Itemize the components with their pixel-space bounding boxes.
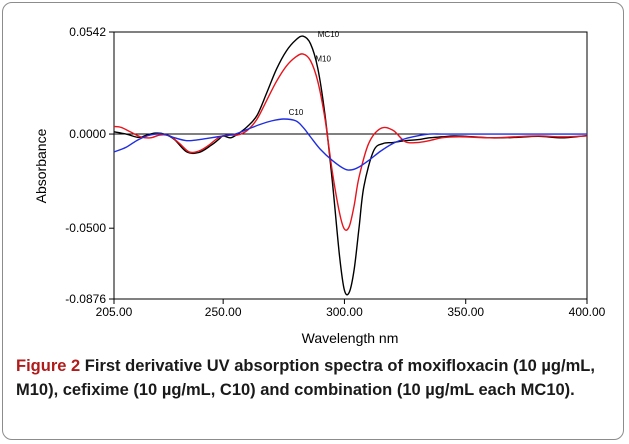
series-label-m10: M10 xyxy=(315,55,331,64)
x-tick-label: 300.00 xyxy=(326,305,363,319)
figure-caption: Figure 2 First derivative UV absorption … xyxy=(16,354,616,402)
series-label-c10: C10 xyxy=(289,108,304,117)
series-label-mc10: MC10 xyxy=(318,30,340,39)
caption-label: Figure 2 xyxy=(16,357,81,375)
series-line-m10 xyxy=(113,53,588,231)
plot-area xyxy=(113,31,588,300)
y-tick-label: -0.0876 xyxy=(65,292,106,306)
series-line-mc10 xyxy=(113,35,588,296)
series-line-c10 xyxy=(113,118,587,171)
x-tick-label: 400.00 xyxy=(569,305,606,319)
y-axis-title: Absorbance xyxy=(33,128,49,203)
x-axis-title: Wavelength nm xyxy=(302,330,399,346)
y-tick-label: 0.0000 xyxy=(69,127,106,141)
caption-text: First derivative UV absorption spectra o… xyxy=(16,357,595,399)
x-tick-label: 205.00 xyxy=(96,305,133,319)
y-tick-label: -0.0500 xyxy=(65,221,106,235)
x-tick-label: 350.00 xyxy=(447,305,484,319)
chart: 205.00 250.00 300.00 350.00 400.00 0.0542 0.00… xyxy=(33,25,606,346)
y-tick-label: 0.0542 xyxy=(69,25,106,39)
x-tick-label: 250.00 xyxy=(205,305,242,319)
